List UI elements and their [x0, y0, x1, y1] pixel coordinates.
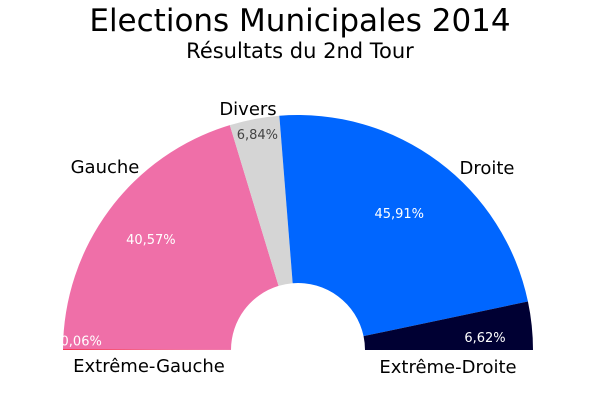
value-labels-group: 0,06% 40,57% 6,84% 45,91% 6,62%: [61, 128, 506, 350]
value-label-droite: 45,91%: [374, 207, 424, 222]
value-label-extreme-droite: 6,62%: [464, 331, 505, 346]
category-label-gauche: Gauche: [71, 157, 140, 178]
category-label-extreme-gauche: Extrême-Gauche: [73, 356, 225, 377]
value-label-divers: 6,84%: [237, 128, 278, 143]
slice-extreme-droite: [363, 301, 533, 350]
slice-gauche: [63, 125, 279, 350]
category-label-droite: Droite: [459, 158, 514, 179]
category-labels-group: Extrême-Gauche Gauche Divers Droite Extrême-…: [71, 99, 517, 378]
category-label-extreme-droite: Extrême-Droite: [379, 357, 516, 378]
value-label-gauche: 40,57%: [126, 233, 176, 248]
slice-droite: [279, 115, 528, 337]
slice-divers: [229, 115, 293, 286]
chart-title: Elections Municipales 2014: [89, 3, 511, 39]
slices-group: [63, 115, 533, 350]
category-label-divers: Divers: [219, 99, 276, 120]
value-label-extreme-gauche: 0,06%: [61, 334, 102, 349]
chart-subtitle: Résultats du 2nd Tour: [186, 39, 414, 63]
